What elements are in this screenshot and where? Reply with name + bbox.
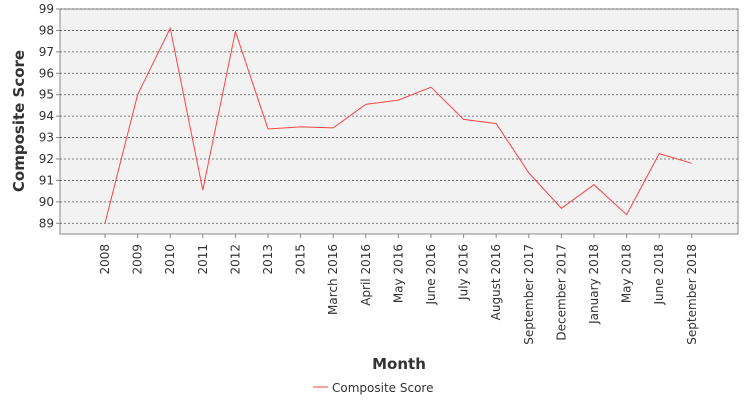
x-tick-label: September 2018: [685, 244, 699, 345]
x-tick-label: July 2016: [457, 244, 471, 301]
data-point: [201, 189, 204, 192]
x-tick-label: 2012: [228, 244, 242, 275]
x-tick-label: January 2018: [587, 244, 601, 325]
data-point: [364, 103, 367, 106]
data-point: [332, 126, 335, 129]
x-tick-label: May 2018: [620, 244, 634, 303]
x-tick-label: June 2018: [652, 244, 666, 306]
data-point: [658, 152, 661, 155]
x-tick-label: March 2016: [326, 244, 340, 315]
legend: Composite Score: [313, 381, 433, 395]
data-point: [430, 86, 433, 89]
y-axis-ticks: 89 90 91 92 93 94 95 96 97 98 99: [39, 2, 60, 230]
series-layer: [104, 26, 693, 225]
y-tick-label: 91: [39, 173, 54, 187]
data-point: [104, 222, 107, 225]
x-axis-ticks: 2008 2009 2010 2011 2012 2013 2015 March 2016 Ap…: [98, 234, 699, 345]
data-point: [495, 122, 498, 125]
data-point: [527, 171, 530, 174]
y-tick-label: 93: [39, 131, 54, 145]
y-tick-label: 98: [39, 23, 54, 37]
x-tick-label: 2008: [98, 244, 112, 275]
x-axis-title: Month: [372, 355, 426, 373]
data-point: [625, 213, 628, 216]
legend-label: Composite Score: [332, 381, 433, 395]
x-tick-label: May 2016: [391, 244, 405, 303]
y-tick-label: 94: [39, 109, 54, 123]
y-tick-label: 92: [39, 152, 54, 166]
series-line: [104, 26, 692, 224]
x-tick-label: 2013: [261, 244, 275, 275]
data-point: [462, 118, 465, 121]
x-tick-label: 2009: [131, 244, 145, 275]
data-point: [234, 30, 237, 33]
y-tick-label: 95: [39, 88, 54, 102]
x-tick-label: 2010: [163, 244, 177, 275]
x-tick-label: 2011: [196, 244, 210, 275]
x-tick-label: April 2016: [359, 244, 373, 306]
x-tick-label: August 2016: [489, 244, 503, 320]
y-tick-label: 96: [39, 66, 54, 80]
data-point: [690, 162, 693, 165]
x-tick-label: June 2016: [424, 244, 438, 306]
y-tick-label: 97: [39, 45, 54, 59]
data-point: [136, 93, 139, 96]
data-point: [397, 99, 400, 102]
data-point: [169, 27, 172, 30]
y-tick-label: 90: [39, 195, 54, 209]
y-tick-label: 99: [39, 2, 54, 16]
data-point: [267, 128, 270, 131]
y-tick-label: 89: [39, 216, 54, 230]
data-point: [560, 207, 563, 210]
data-point: [299, 125, 302, 128]
x-tick-label: September 2017: [522, 244, 536, 345]
y-axis-title: Composite Score: [10, 50, 28, 192]
grid-lines: [60, 8, 738, 224]
data-point: [593, 183, 596, 186]
x-tick-label: December 2017: [554, 244, 568, 341]
plot-area: [59, 8, 739, 235]
x-tick-label: 2015: [294, 244, 308, 275]
